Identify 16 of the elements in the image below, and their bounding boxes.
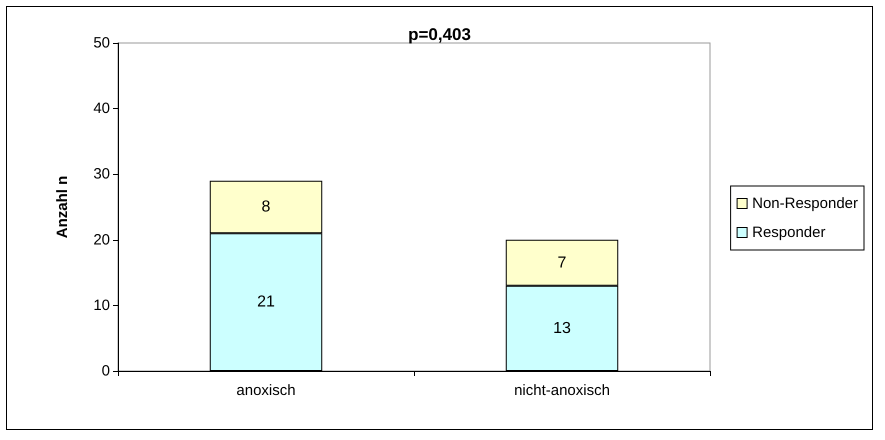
y-tick-label: 30 [93,166,110,183]
chart-title: p=0,403 [408,25,471,44]
legend-label: Non-Responder [752,195,858,212]
y-tick-label: 0 [102,362,110,380]
y-tick-label: 40 [93,100,110,118]
data-label: 8 [262,198,271,216]
data-label: 7 [558,254,567,272]
data-label: 13 [553,320,571,337]
legend-label: Responder [752,224,826,241]
x-tick-label: anoxisch [236,382,296,399]
y-tick-label: 20 [93,231,110,248]
y-tick-label: 10 [93,296,110,314]
data-label: 21 [257,294,275,311]
y-tick-label: 50 [93,34,110,52]
x-tick-label: nicht-anoxisch [514,382,610,399]
y-axis-title: Anzahl n [54,176,71,238]
